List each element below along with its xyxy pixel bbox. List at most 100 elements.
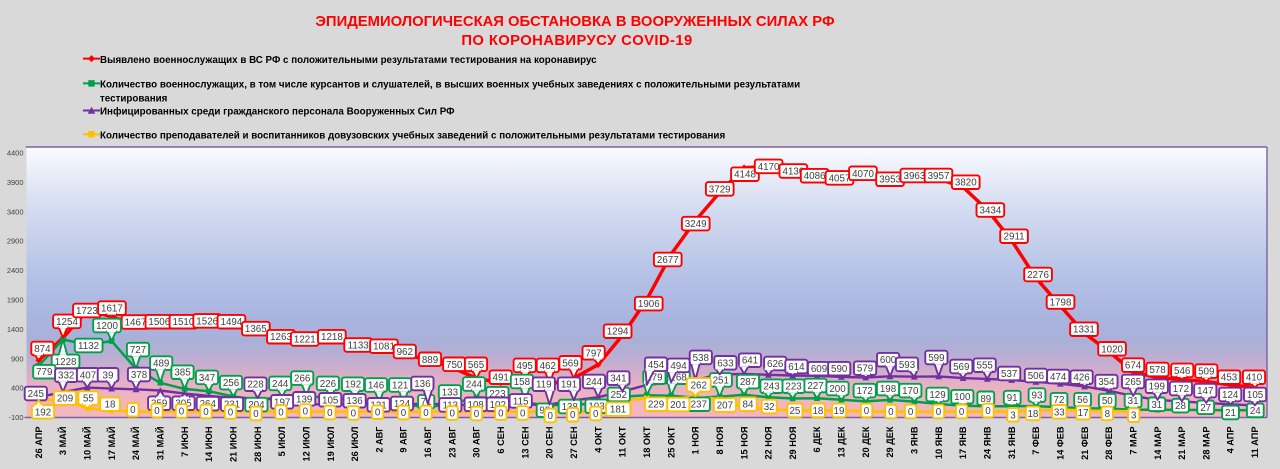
svg-text:19 ИЮЛ: 19 ИЮЛ [326, 427, 336, 462]
svg-text:1400: 1400 [7, 325, 24, 334]
svg-text:262: 262 [691, 380, 707, 391]
svg-text:0: 0 [520, 409, 526, 420]
svg-text:491: 491 [493, 373, 509, 384]
svg-text:30 АВГ: 30 АВГ [472, 426, 482, 458]
svg-text:105: 105 [1247, 390, 1264, 401]
svg-text:11 ОКТ: 11 ОКТ [618, 426, 628, 457]
svg-text:16 АВГ: 16 АВГ [423, 426, 433, 458]
svg-text:26 ИЮЛ: 26 ИЮЛ [350, 427, 360, 462]
svg-text:21 ИЮН: 21 ИЮН [229, 426, 239, 462]
svg-text:55: 55 [83, 394, 94, 405]
svg-text:199: 199 [1149, 382, 1165, 393]
svg-text:17: 17 [1078, 408, 1089, 419]
svg-text:209: 209 [57, 394, 73, 405]
svg-text:4070: 4070 [852, 169, 874, 180]
svg-text:1617: 1617 [101, 304, 123, 315]
svg-text:89: 89 [980, 394, 991, 405]
svg-text:19: 19 [834, 406, 845, 417]
svg-text:1254: 1254 [56, 317, 78, 328]
svg-text:181: 181 [610, 405, 626, 416]
svg-text:119: 119 [536, 380, 552, 391]
svg-text:3963: 3963 [904, 171, 926, 182]
svg-text:1133: 1133 [348, 341, 370, 352]
svg-text:18 ОКТ: 18 ОКТ [642, 426, 652, 458]
svg-text:1294: 1294 [607, 327, 629, 338]
svg-text:0: 0 [864, 406, 870, 417]
svg-text:0: 0 [547, 411, 553, 422]
svg-text:3400: 3400 [7, 207, 24, 216]
svg-text:172: 172 [1173, 384, 1189, 395]
svg-text:7 ФЕВ: 7 ФЕВ [1031, 426, 1041, 455]
svg-text:172: 172 [857, 386, 873, 397]
svg-text:2677: 2677 [657, 255, 679, 266]
svg-text:ЭПИДЕМИОЛОГИЧЕСКАЯ ОБСТАНОВКА: ЭПИДЕМИОЛОГИЧЕСКАЯ ОБСТАНОВКА В ВООРУЖЕН… [315, 14, 835, 30]
svg-text:124: 124 [394, 399, 411, 410]
svg-text:14 ФЕВ: 14 ФЕВ [1056, 426, 1066, 460]
svg-text:29 НОЯ: 29 НОЯ [788, 427, 798, 460]
svg-text:1906: 1906 [638, 299, 660, 310]
svg-text:10 МАЙ: 10 МАЙ [82, 427, 93, 461]
svg-text:ПО КОРОНАВИРУСУ COVID-19: ПО КОРОНАВИРУСУ COVID-19 [461, 33, 692, 49]
svg-text:23 АВГ: 23 АВГ [447, 426, 457, 458]
svg-text:-100: -100 [8, 413, 23, 422]
svg-text:3820: 3820 [955, 178, 977, 189]
svg-text:223: 223 [489, 389, 506, 400]
svg-text:410: 410 [1246, 373, 1263, 384]
svg-text:146: 146 [368, 381, 385, 392]
svg-text:20 ДЕК: 20 ДЕК [861, 426, 871, 457]
svg-text:0: 0 [351, 409, 357, 420]
svg-text:72: 72 [1054, 395, 1065, 406]
svg-text:6 СЕН: 6 СЕН [496, 426, 506, 453]
svg-text:243: 243 [763, 382, 780, 393]
svg-text:8: 8 [1105, 409, 1111, 420]
svg-text:494: 494 [670, 361, 687, 372]
svg-text:0: 0 [228, 408, 234, 419]
svg-text:489: 489 [153, 359, 169, 370]
svg-text:20 СЕН: 20 СЕН [545, 426, 555, 459]
svg-text:204: 204 [248, 400, 265, 411]
svg-text:244: 244 [272, 379, 289, 390]
svg-text:0: 0 [570, 410, 576, 421]
svg-text:13 СЕН: 13 СЕН [520, 426, 530, 459]
svg-text:279: 279 [646, 373, 662, 384]
svg-text:6 ДЕК: 6 ДЕК [812, 426, 822, 452]
svg-text:158: 158 [514, 377, 531, 388]
svg-text:474: 474 [1050, 372, 1067, 383]
svg-text:1263: 1263 [270, 332, 292, 343]
svg-text:0: 0 [401, 408, 407, 419]
svg-text:11 АПР: 11 АПР [1250, 427, 1260, 459]
svg-text:тестирования: тестирования [100, 94, 168, 105]
svg-text:56: 56 [1077, 395, 1088, 406]
svg-text:3434: 3434 [980, 206, 1002, 217]
svg-text:8 НОЯ: 8 НОЯ [715, 427, 725, 455]
svg-text:12 ИЮЛ: 12 ИЮЛ [301, 427, 311, 462]
svg-text:0: 0 [985, 406, 991, 417]
svg-text:1900: 1900 [7, 296, 24, 305]
svg-text:0: 0 [959, 407, 965, 418]
svg-text:454: 454 [648, 360, 665, 371]
svg-text:268: 268 [670, 373, 687, 384]
svg-text:229: 229 [648, 400, 664, 411]
svg-text:228: 228 [247, 380, 264, 391]
svg-text:14 ИЮН: 14 ИЮН [204, 426, 214, 462]
svg-text:495: 495 [517, 361, 534, 372]
svg-text:139: 139 [296, 394, 312, 405]
svg-text:244: 244 [586, 377, 603, 388]
svg-text:609: 609 [811, 364, 827, 375]
svg-text:21 МАР: 21 МАР [1177, 427, 1187, 460]
svg-text:0: 0 [278, 408, 284, 419]
svg-text:4 ОКТ: 4 ОКТ [593, 426, 603, 453]
svg-text:147: 147 [1197, 386, 1213, 397]
svg-text:1467: 1467 [125, 318, 147, 329]
svg-text:31: 31 [1151, 400, 1162, 411]
svg-text:28: 28 [1175, 401, 1186, 412]
svg-text:0: 0 [936, 407, 942, 418]
svg-text:133: 133 [442, 388, 459, 399]
svg-text:0: 0 [179, 407, 185, 418]
svg-text:555: 555 [977, 361, 994, 372]
svg-text:332: 332 [58, 371, 74, 382]
svg-text:378: 378 [131, 370, 148, 381]
svg-text:201: 201 [670, 400, 686, 411]
svg-text:129: 129 [929, 390, 945, 401]
svg-text:91: 91 [1007, 393, 1018, 404]
